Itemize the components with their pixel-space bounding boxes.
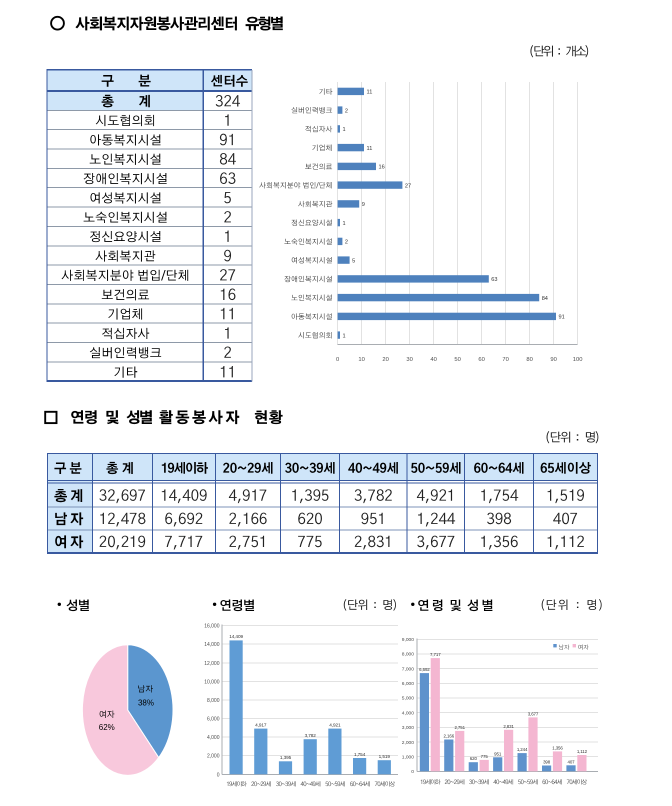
svg-text:0: 0 xyxy=(411,769,414,775)
svg-text:100: 100 xyxy=(573,357,583,363)
svg-text:398: 398 xyxy=(543,760,551,765)
svg-text:2,831: 2,831 xyxy=(503,724,514,729)
svg-text:0: 0 xyxy=(336,357,339,363)
svg-text:5: 5 xyxy=(352,258,355,264)
svg-text:90: 90 xyxy=(550,357,556,363)
svg-text:3,000: 3,000 xyxy=(402,725,415,731)
svg-text:2: 2 xyxy=(345,108,348,114)
svg-text:2: 2 xyxy=(345,240,348,246)
svg-text:4,921: 4,921 xyxy=(329,722,341,727)
svg-text:7,717: 7,717 xyxy=(430,652,441,657)
svg-text:10,000: 10,000 xyxy=(204,679,220,685)
svg-text:84: 84 xyxy=(542,296,548,302)
svg-text:9: 9 xyxy=(362,202,365,208)
svg-text:8,000: 8,000 xyxy=(207,698,220,704)
svg-text:70: 70 xyxy=(502,357,508,363)
svg-text:0: 0 xyxy=(217,772,220,778)
svg-text:1,244: 1,244 xyxy=(517,747,528,752)
svg-text:27: 27 xyxy=(405,183,411,189)
svg-text:951: 951 xyxy=(494,751,502,756)
svg-text:6,000: 6,000 xyxy=(402,681,415,687)
svg-text:2,000: 2,000 xyxy=(402,740,415,746)
svg-text:1: 1 xyxy=(343,221,346,227)
svg-text:1,519: 1,519 xyxy=(379,754,391,759)
svg-text:620: 620 xyxy=(470,756,478,761)
svg-text:80: 80 xyxy=(526,357,532,363)
svg-text:11: 11 xyxy=(367,146,373,152)
svg-text:30: 30 xyxy=(406,357,412,363)
svg-text:16,000: 16,000 xyxy=(204,624,220,630)
svg-text:9,000: 9,000 xyxy=(402,637,415,643)
svg-text:12,000: 12,000 xyxy=(204,661,220,667)
svg-text:4,917: 4,917 xyxy=(255,722,267,727)
svg-text:7,000: 7,000 xyxy=(402,666,415,672)
svg-text:20: 20 xyxy=(382,357,388,363)
svg-text:38%: 38% xyxy=(138,699,154,708)
svg-text:1,112: 1,112 xyxy=(577,749,588,754)
svg-text:4,000: 4,000 xyxy=(207,735,220,741)
svg-text:2,166: 2,166 xyxy=(444,734,455,739)
svg-text:2,751: 2,751 xyxy=(454,725,465,730)
svg-text:3,677: 3,677 xyxy=(528,711,539,716)
svg-text:14,409: 14,409 xyxy=(229,634,243,639)
svg-text:50: 50 xyxy=(454,357,460,363)
svg-text:5,000: 5,000 xyxy=(402,696,415,702)
svg-text:1: 1 xyxy=(343,333,346,339)
svg-text:14,000: 14,000 xyxy=(204,642,220,648)
svg-text:16: 16 xyxy=(379,165,385,171)
svg-text:8,000: 8,000 xyxy=(402,652,415,658)
svg-text:1,356: 1,356 xyxy=(552,745,563,750)
svg-text:775: 775 xyxy=(481,754,489,759)
svg-text:4,000: 4,000 xyxy=(402,710,415,716)
svg-text:1,754: 1,754 xyxy=(354,752,366,757)
svg-text:60: 60 xyxy=(478,357,484,363)
svg-text:62%: 62% xyxy=(99,723,115,732)
svg-text:6,000: 6,000 xyxy=(207,717,220,723)
svg-text:1,395: 1,395 xyxy=(280,755,292,760)
svg-text:10: 10 xyxy=(358,357,364,363)
svg-text:6,692: 6,692 xyxy=(419,667,430,672)
svg-text:3,782: 3,782 xyxy=(305,733,317,738)
svg-text:11: 11 xyxy=(367,90,373,96)
svg-text:91: 91 xyxy=(559,315,565,321)
svg-text:63: 63 xyxy=(491,277,497,283)
svg-text:407: 407 xyxy=(567,759,575,764)
svg-text:1: 1 xyxy=(343,127,346,133)
svg-text:2,000: 2,000 xyxy=(207,754,220,760)
svg-text:40: 40 xyxy=(430,357,436,363)
svg-text:1,000: 1,000 xyxy=(402,754,415,760)
